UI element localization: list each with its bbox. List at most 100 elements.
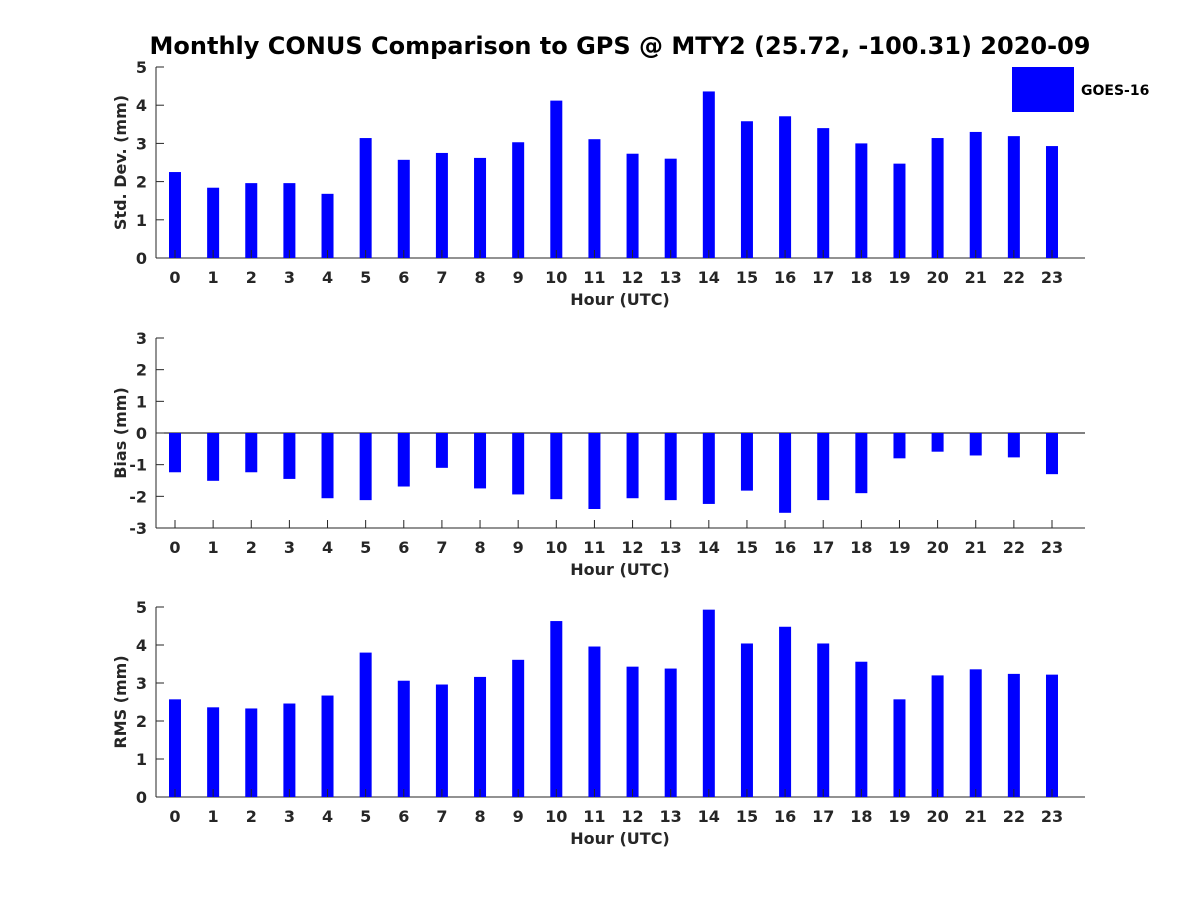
y-tick-label: -3 bbox=[129, 519, 147, 538]
y-tick-label: 3 bbox=[136, 134, 147, 153]
y-tick-label: 2 bbox=[136, 361, 147, 380]
x-tick-label: 12 bbox=[621, 807, 643, 826]
x-tick-label: 20 bbox=[926, 807, 948, 826]
bar-bias-8 bbox=[474, 433, 487, 489]
x-tick-label: 21 bbox=[965, 538, 987, 557]
y-tick-label: -2 bbox=[129, 487, 147, 506]
x-tick-label: 15 bbox=[736, 268, 758, 287]
bar-std-dev-12 bbox=[626, 153, 639, 258]
x-tick-label: 17 bbox=[812, 807, 834, 826]
x-tick-label: 18 bbox=[850, 268, 872, 287]
x-tick-label: 2 bbox=[246, 538, 257, 557]
bar-std-dev-2 bbox=[245, 183, 258, 258]
x-tick-label: 10 bbox=[545, 538, 567, 557]
x-tick-label: 11 bbox=[583, 538, 605, 557]
x-tick-label: 6 bbox=[398, 807, 409, 826]
x-tick-label: 18 bbox=[850, 807, 872, 826]
bar-bias-13 bbox=[664, 433, 677, 501]
y-tick-label: 0 bbox=[136, 788, 147, 807]
legend-swatch bbox=[1012, 67, 1074, 112]
bar-bias-2 bbox=[245, 433, 258, 473]
bar-rms-8 bbox=[474, 676, 487, 797]
x-tick-label: 19 bbox=[888, 268, 910, 287]
x-tick-label: 3 bbox=[284, 538, 295, 557]
y-tick-label: 1 bbox=[136, 750, 147, 769]
bar-std-dev-10 bbox=[550, 100, 563, 258]
bar-std-dev-15 bbox=[740, 121, 753, 258]
y-tick-label: 1 bbox=[136, 392, 147, 411]
x-tick-label: 12 bbox=[621, 538, 643, 557]
x-tick-label: 23 bbox=[1041, 807, 1063, 826]
bar-bias-9 bbox=[512, 433, 525, 495]
bar-rms-5 bbox=[359, 652, 372, 797]
x-tick-label: 13 bbox=[660, 807, 682, 826]
x-tick-label: 19 bbox=[888, 538, 910, 557]
x-tick-label: 2 bbox=[246, 268, 257, 287]
x-tick-label: 8 bbox=[474, 538, 485, 557]
x-tick-label: 15 bbox=[736, 807, 758, 826]
bar-rms-9 bbox=[512, 659, 525, 797]
bar-bias-0 bbox=[169, 433, 181, 473]
x-tick-label: 12 bbox=[621, 268, 643, 287]
bar-std-dev-19 bbox=[893, 163, 906, 258]
bar-rms-21 bbox=[969, 669, 982, 797]
bar-bias-1 bbox=[207, 433, 220, 481]
bar-std-dev-21 bbox=[969, 131, 982, 258]
x-tick-label: 17 bbox=[812, 268, 834, 287]
bar-rms-2 bbox=[245, 708, 258, 797]
x-tick-label: 22 bbox=[1003, 538, 1025, 557]
y-tick-label: 0 bbox=[136, 249, 147, 268]
bar-std-dev-5 bbox=[359, 138, 372, 258]
y-tick-label: 5 bbox=[136, 58, 147, 77]
bar-std-dev-3 bbox=[283, 183, 296, 258]
bar-bias-21 bbox=[969, 433, 982, 456]
bar-bias-23 bbox=[1045, 433, 1058, 475]
x-tick-label: 9 bbox=[513, 538, 524, 557]
bar-std-dev-22 bbox=[1007, 136, 1020, 258]
x-tick-label: 13 bbox=[660, 538, 682, 557]
x-tick-label: 20 bbox=[926, 538, 948, 557]
x-tick-label: 1 bbox=[208, 807, 219, 826]
bar-bias-6 bbox=[397, 433, 410, 487]
bar-bias-10 bbox=[550, 433, 563, 500]
bar-rms-17 bbox=[817, 643, 830, 797]
x-tick-label: 17 bbox=[812, 538, 834, 557]
bar-std-dev-13 bbox=[664, 158, 677, 258]
x-tick-label: 6 bbox=[398, 538, 409, 557]
bar-std-dev-6 bbox=[397, 159, 410, 258]
x-tick-label: 11 bbox=[583, 268, 605, 287]
bar-std-dev-11 bbox=[588, 139, 601, 258]
x-tick-label: 21 bbox=[965, 268, 987, 287]
x-tick-label: 21 bbox=[965, 807, 987, 826]
bar-rms-19 bbox=[893, 699, 906, 797]
y-tick-label: 1 bbox=[136, 211, 147, 230]
x-tick-label: 23 bbox=[1041, 268, 1063, 287]
bar-rms-3 bbox=[283, 703, 296, 797]
x-tick-label: 14 bbox=[698, 807, 720, 826]
x-tick-label: 0 bbox=[169, 268, 180, 287]
x-tick-label: 3 bbox=[284, 807, 295, 826]
bar-bias-19 bbox=[893, 433, 906, 459]
bar-std-dev-9 bbox=[512, 142, 525, 258]
bar-rms-10 bbox=[550, 621, 563, 797]
x-tick-label: 8 bbox=[474, 268, 485, 287]
x-axis-label: Hour (UTC) bbox=[570, 560, 670, 579]
x-tick-label: 20 bbox=[926, 268, 948, 287]
bar-rms-6 bbox=[397, 680, 410, 797]
bar-rms-14 bbox=[702, 609, 715, 797]
bar-rms-23 bbox=[1045, 674, 1058, 797]
x-tick-label: 5 bbox=[360, 807, 371, 826]
bar-bias-3 bbox=[283, 433, 296, 479]
x-axis-label: Hour (UTC) bbox=[570, 829, 670, 848]
bar-std-dev-20 bbox=[931, 138, 944, 258]
bar-std-dev-17 bbox=[817, 128, 830, 258]
bar-bias-7 bbox=[435, 433, 448, 468]
bar-rms-0 bbox=[169, 699, 181, 797]
x-tick-label: 4 bbox=[322, 268, 333, 287]
bar-std-dev-0 bbox=[169, 172, 181, 258]
x-tick-label: 13 bbox=[660, 268, 682, 287]
x-tick-label: 5 bbox=[360, 538, 371, 557]
x-tick-label: 14 bbox=[698, 268, 720, 287]
bar-bias-15 bbox=[740, 433, 753, 491]
